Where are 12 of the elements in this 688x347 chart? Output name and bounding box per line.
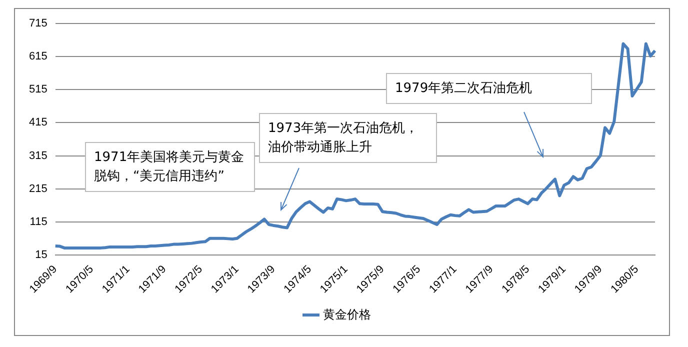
y-tick-label: 415 [28, 116, 48, 129]
y-tick-label: 15 [35, 248, 48, 261]
y-tick-label: 615 [28, 50, 48, 63]
y-tick-label: 115 [30, 216, 48, 228]
y-tick-label: 715 [28, 18, 48, 30]
legend-label: 黄金价格 [323, 307, 371, 322]
callout-box: 1971年美国将美元与黄金脱钩，“美元信用违约” [85, 142, 255, 192]
y-tick-label: 215 [28, 182, 48, 195]
callout-box: 1979年第二次石油危机 [386, 73, 592, 104]
y-tick-label: 315 [28, 150, 48, 162]
y-tick-label: 515 [28, 84, 48, 96]
callout-box: 1973年第一次石油危机，油价带动通胀上升 [259, 113, 437, 163]
